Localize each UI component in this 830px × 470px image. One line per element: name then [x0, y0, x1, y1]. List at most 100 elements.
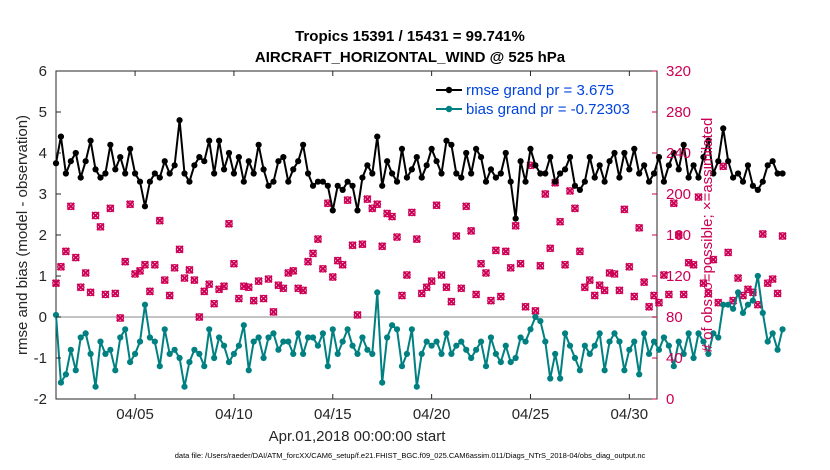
- bias-point: [443, 330, 450, 337]
- obs-assimilated-marker: [205, 280, 214, 289]
- rmse-point: [423, 162, 430, 169]
- rmse-point: [477, 154, 485, 161]
- rmse-point: [260, 166, 267, 173]
- rmse-point: [492, 174, 499, 181]
- obs-assimilated-marker: [412, 234, 421, 244]
- bias-point: [710, 330, 717, 337]
- rmse-point: [507, 178, 514, 185]
- bias-point: [537, 318, 544, 325]
- obs-assimilated-marker: [590, 291, 599, 300]
- rmse-point: [369, 170, 376, 177]
- bias-point: [324, 363, 331, 370]
- rmse-point: [621, 149, 628, 157]
- bias-point: [695, 330, 702, 337]
- obs-possible-marker: [422, 283, 431, 292]
- rmse-point: [725, 158, 732, 165]
- rmse-point: [141, 203, 149, 210]
- bias-point: [438, 350, 445, 357]
- x-tick-label: 04/20: [413, 406, 451, 423]
- bias-point: [82, 330, 89, 337]
- rmse-point: [235, 154, 242, 161]
- rmse-point: [670, 149, 677, 157]
- obs-assimilated-marker: [536, 261, 545, 270]
- obs-possible-marker: [665, 290, 673, 299]
- bias-point: [364, 346, 371, 353]
- obs-possible-marker: [511, 221, 520, 230]
- obs-possible-marker: [566, 187, 574, 195]
- obs-assimilated-marker: [71, 253, 80, 262]
- obs-assimilated-marker: [254, 277, 263, 286]
- bias-line: [55, 275, 784, 388]
- bias-point: [230, 350, 238, 357]
- rmse-point: [413, 154, 420, 161]
- obs-possible-marker: [408, 208, 416, 217]
- obs-assimilated-marker: [91, 211, 100, 220]
- bias-point: [522, 338, 529, 345]
- rmse-point: [581, 178, 588, 185]
- obs-possible-marker: [155, 216, 164, 225]
- obs-assimilated-marker: [274, 281, 283, 290]
- obs-assimilated-marker: [170, 263, 179, 272]
- obs-possible-marker: [348, 241, 357, 250]
- obs-possible-marker: [758, 230, 767, 238]
- obs-possible-marker: [521, 302, 530, 311]
- rmse-point: [72, 149, 79, 157]
- rmse-point: [715, 158, 722, 165]
- rmse-point: [136, 178, 144, 185]
- rmse-point: [537, 170, 544, 177]
- bias-point: [636, 371, 643, 378]
- bias-point: [329, 326, 336, 333]
- obs-assimilated-marker: [600, 286, 609, 295]
- obs-assimilated-marker: [219, 282, 229, 291]
- obs-assimilated-marker: [121, 257, 130, 266]
- obs-assimilated-marker: [160, 275, 169, 285]
- left-tick-label: 1: [39, 268, 47, 285]
- rmse-point: [176, 117, 183, 124]
- bias-point: [181, 383, 188, 390]
- bias-point: [265, 334, 272, 341]
- bias-point: [532, 313, 539, 321]
- right-tick-label: 80: [666, 309, 683, 326]
- bias-point: [725, 301, 732, 308]
- x-tick-label: 04/15: [314, 406, 352, 423]
- obs-possible-marker: [403, 271, 411, 279]
- bias-point: [660, 334, 668, 341]
- obs-assimilated-marker: [358, 240, 367, 249]
- obs-assimilated-marker: [491, 246, 500, 255]
- obs-possible-marker: [719, 162, 728, 171]
- obs-possible-marker: [580, 283, 589, 292]
- obs-assimilated-marker: [778, 231, 787, 241]
- bias-point: [675, 338, 682, 345]
- bias-point: [700, 338, 707, 345]
- bias-point: [403, 350, 411, 357]
- bias-point: [448, 350, 455, 357]
- rmse-point: [695, 174, 702, 181]
- obs-assimilated-marker: [733, 273, 743, 283]
- bias-point: [739, 309, 747, 316]
- obs-assimilated-marker: [654, 298, 664, 307]
- legend-rmse-marker: [445, 86, 453, 94]
- bias-point: [156, 363, 163, 370]
- rmse-point: [334, 182, 341, 189]
- rmse-point: [127, 145, 134, 152]
- obs-possible-marker: [467, 227, 476, 235]
- bias-point: [650, 338, 658, 345]
- bias-point: [769, 330, 776, 337]
- obs-possible-marker: [378, 242, 387, 251]
- bias-point: [117, 334, 124, 341]
- rmse-point: [690, 162, 697, 169]
- obs-assimilated-marker: [640, 278, 649, 287]
- obs-possible-marker: [457, 284, 466, 293]
- rmse-point: [107, 141, 114, 148]
- rmse-point: [591, 174, 598, 181]
- rmse-point: [161, 158, 168, 165]
- rmse-point: [67, 158, 74, 165]
- obs-assimilated-marker: [565, 186, 575, 196]
- rmse-point: [552, 178, 559, 185]
- rmse-point: [201, 158, 208, 165]
- obs-assimilated-marker: [625, 262, 634, 271]
- bias-point: [621, 367, 628, 374]
- obs-assimilated-marker: [724, 248, 733, 257]
- obs-assimilated-marker: [56, 262, 66, 271]
- obs-assimilated-marker: [264, 274, 273, 284]
